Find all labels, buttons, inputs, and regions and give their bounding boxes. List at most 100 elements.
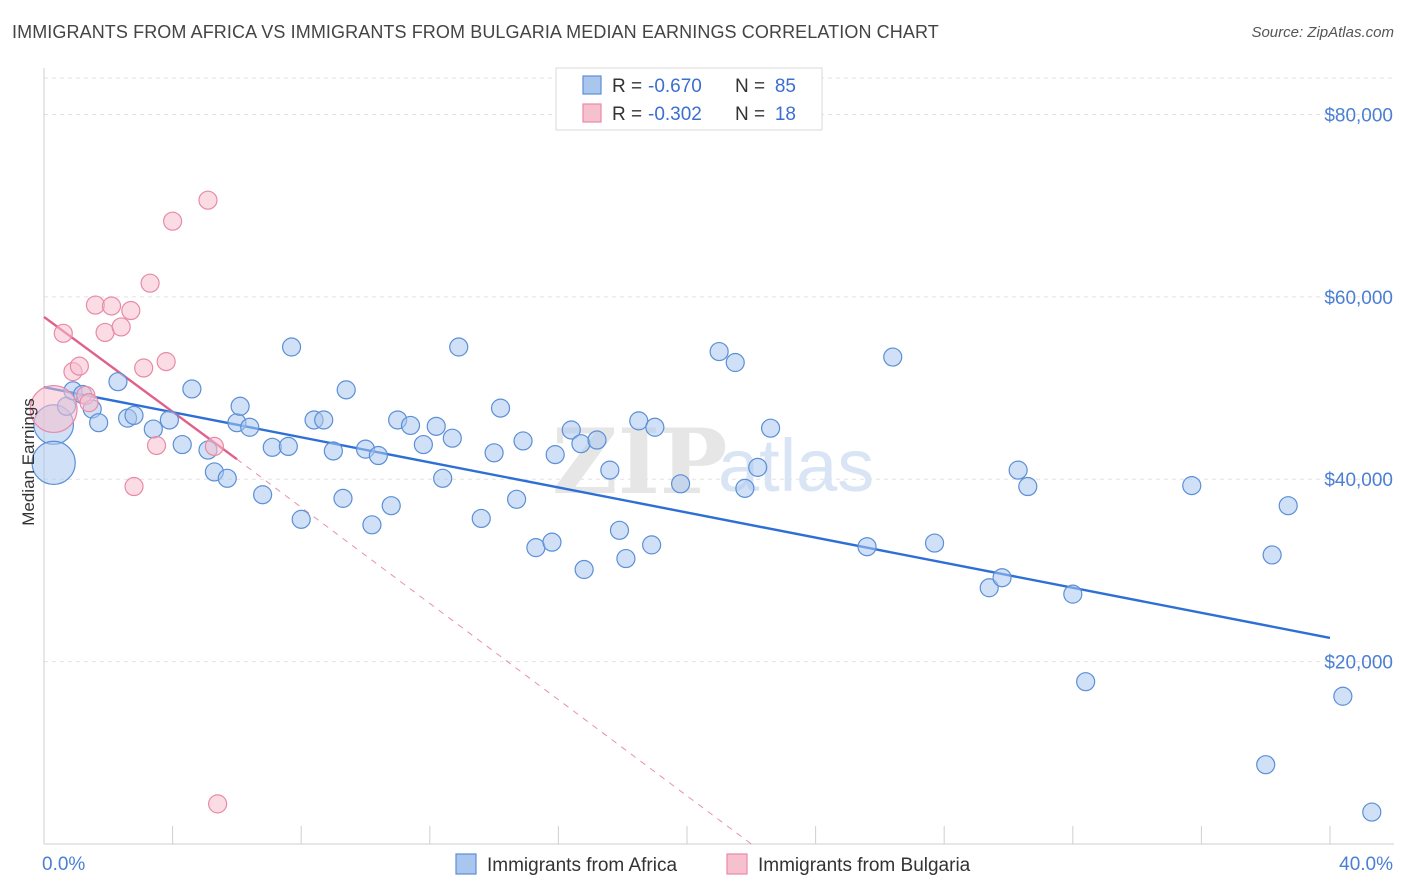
africa-point-31	[362, 515, 382, 535]
source-credit: Source: ZipAtlas.com	[1251, 24, 1394, 41]
trendlines	[43, 315, 1331, 845]
bulgaria-n-value: 18	[775, 104, 796, 125]
africa-point-11	[159, 410, 179, 430]
africa-point-26	[314, 410, 334, 430]
africa-point-22	[278, 436, 298, 457]
africa-point-66	[883, 347, 903, 367]
stats-legend: R = -0.670 N = 85 R = -0.302 N = 18	[555, 67, 823, 131]
bulgaria-point-11	[124, 476, 144, 497]
africa-point-6	[89, 413, 109, 433]
bulgaria-point-7	[95, 322, 115, 343]
africa-point-32	[368, 445, 388, 466]
africa-point-35	[400, 415, 421, 436]
africa-point-9	[124, 405, 144, 426]
bulgaria-point-0	[29, 385, 78, 434]
y-axis-title: Median Earnings	[19, 398, 38, 526]
africa-point-10	[143, 419, 163, 439]
africa-point-44	[507, 489, 527, 509]
africa-point-64	[760, 418, 781, 438]
africa-n-label: N =	[735, 76, 765, 97]
bulgaria-legend-swatch	[582, 103, 602, 123]
x-tick-label-1: 40.0%	[1339, 854, 1393, 875]
bulgaria-point-13	[140, 273, 160, 293]
africa-point-56	[629, 411, 649, 431]
bulgaria-point-18	[204, 436, 224, 457]
bulgaria-point-3	[69, 356, 89, 376]
africa-point-12	[172, 434, 192, 455]
bulgaria-r-label: R =	[612, 104, 642, 125]
africa-point-46	[526, 538, 546, 558]
africa-point-52	[587, 430, 607, 450]
africa-point-20	[253, 485, 273, 505]
africa-point-50	[571, 434, 591, 454]
africa-r-label: R =	[612, 76, 642, 97]
africa-point-49	[561, 420, 581, 440]
bulgaria-point-12	[134, 358, 154, 378]
bulgaria-point-6	[85, 295, 106, 315]
bulgaria-point-16	[163, 211, 183, 231]
africa-point-61	[725, 352, 745, 373]
data-points	[29, 190, 1382, 822]
africa-point-69	[992, 568, 1012, 588]
africa-r-value: -0.670	[648, 76, 702, 97]
africa-point-68	[979, 578, 999, 598]
africa-point-73	[1076, 672, 1096, 692]
africa-point-59	[670, 474, 691, 494]
africa-point-38	[433, 468, 453, 488]
africa-point-71	[1018, 476, 1038, 497]
africa-point-29	[336, 380, 356, 400]
africa-point-39	[442, 428, 462, 448]
africa-point-76	[1262, 545, 1282, 565]
chart-title: IMMIGRANTS FROM AFRICA VS IMMIGRANTS FRO…	[12, 22, 939, 42]
africa-point-78	[1333, 686, 1353, 706]
bulgaria-series-label: Immigrants from Bulgaria	[758, 855, 971, 876]
bulgaria-point-10	[121, 300, 141, 321]
africa-point-24	[291, 509, 311, 529]
y-tick-label-3: $80,000	[1324, 105, 1393, 126]
bulgaria-point-17	[198, 190, 218, 210]
bulgaria-point-1	[53, 323, 73, 343]
africa-series-swatch	[455, 853, 477, 875]
africa-point-36	[413, 434, 433, 455]
bulgaria-series-swatch	[726, 853, 748, 875]
africa-point-13	[182, 379, 202, 399]
africa-point-51	[574, 559, 594, 580]
watermark: ZIP atlas	[552, 409, 874, 515]
africa-point-55	[616, 548, 636, 569]
africa-point-48	[545, 445, 565, 465]
africa-point-18	[230, 396, 250, 416]
africa-point-37	[426, 416, 446, 436]
africa-point-75	[1256, 755, 1276, 775]
africa-point-1	[31, 440, 76, 486]
bulgaria-r-value: -0.302	[648, 104, 702, 125]
africa-point-19	[240, 417, 260, 437]
africa-point-42	[484, 443, 504, 463]
y-tick-label-0: $20,000	[1324, 653, 1393, 674]
grid-lines	[44, 77, 1394, 663]
bulgaria-n-label: N =	[735, 104, 765, 125]
africa-point-74	[1182, 476, 1202, 496]
y-tick-label-2: $60,000	[1324, 288, 1393, 309]
bulgaria-point-19	[208, 794, 228, 814]
africa-point-67	[924, 533, 945, 553]
africa-point-33	[381, 496, 401, 516]
africa-series-label: Immigrants from Africa	[487, 855, 677, 876]
africa-point-65	[857, 537, 877, 557]
africa-point-7	[108, 372, 128, 392]
bulgaria-trendline-2	[236, 458, 752, 845]
series-legend: Immigrants from Africa Immigrants from Bu…	[455, 853, 971, 876]
africa-point-62	[735, 478, 755, 498]
africa-legend-swatch	[582, 75, 602, 95]
bulgaria-point-8	[101, 296, 122, 316]
y-tick-label-1: $40,000	[1324, 470, 1393, 491]
africa-point-21	[262, 437, 282, 457]
africa-point-70	[1008, 460, 1028, 480]
africa-point-60	[709, 341, 729, 362]
africa-point-43	[490, 398, 511, 418]
bulgaria-point-14	[146, 435, 167, 456]
bulgaria-point-9	[111, 317, 131, 337]
africa-n-value: 85	[775, 76, 796, 97]
africa-point-16	[217, 468, 237, 488]
africa-point-58	[645, 417, 665, 437]
